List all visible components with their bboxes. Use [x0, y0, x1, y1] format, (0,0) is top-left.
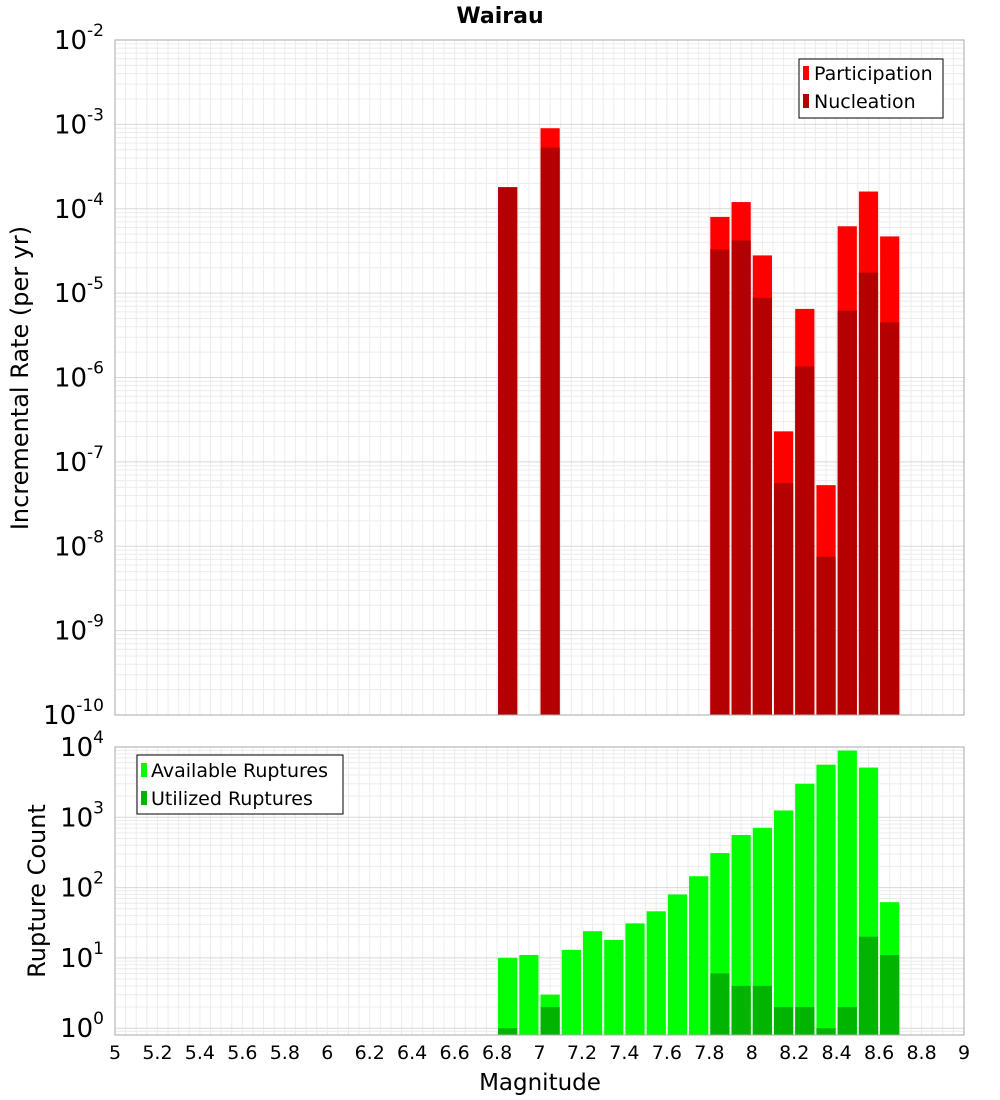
- utilized-bar: [795, 1007, 815, 1035]
- rate-y-tick-label: 10-2: [54, 21, 104, 56]
- utilized-bar: [837, 1007, 857, 1035]
- rate-y-tick-label: 10-7: [54, 443, 104, 478]
- rate-y-tick-labels: 10-2 10-3 10-4 10-5 10-6 10-7 10-8 10-9 10-10: [43, 21, 104, 731]
- rate-y-axis-label: Incremental Rate (per yr): [6, 226, 34, 530]
- available-bar: [731, 834, 751, 1035]
- available-bar: [752, 827, 772, 1035]
- x-tick-label: 7.8: [694, 1042, 724, 1064]
- x-tick-label: 5: [109, 1042, 121, 1064]
- available-bar: [837, 750, 857, 1035]
- rate-y-tick-label: 10-8: [54, 527, 104, 562]
- rate-y-tick-label: 10-5: [54, 274, 104, 309]
- nucleation-bar: [816, 556, 836, 715]
- available-bar: [689, 876, 709, 1035]
- utilized-legend-label: Utilized Ruptures: [151, 788, 313, 810]
- rate-y-tick-label: 10-10: [43, 696, 104, 731]
- x-tick-label: 8.6: [864, 1042, 894, 1064]
- x-tick-label: 5.2: [142, 1042, 172, 1064]
- x-tick-label: 6: [321, 1042, 333, 1064]
- rate-y-tick-label: 10-4: [54, 190, 104, 225]
- nucleation-bar: [837, 310, 857, 715]
- nucleation-bar: [880, 322, 900, 715]
- utilized-bar: [773, 1007, 794, 1035]
- x-tick-label: 8.2: [779, 1042, 809, 1064]
- available-legend-label: Available Ruptures: [151, 760, 328, 782]
- count-legend: Available Ruptures Utilized Ruptures: [136, 754, 344, 815]
- available-bar: [582, 931, 603, 1035]
- nucleation-bar: [540, 147, 560, 715]
- rate-y-tick-label: 10-3: [54, 105, 104, 140]
- nucleation-bars: [498, 147, 900, 716]
- utilized-legend-swatch: [141, 791, 147, 805]
- nucleation-bar: [710, 249, 730, 716]
- utilized-bar: [816, 1028, 836, 1035]
- available-bar: [604, 939, 624, 1035]
- utilized-bar: [731, 985, 751, 1035]
- rate-gridlines: [114, 40, 965, 716]
- nucleation-bar: [731, 240, 751, 716]
- count-y-tick-label: 102: [60, 869, 104, 904]
- nucleation-bar: [498, 187, 518, 716]
- x-tick-label: 5.6: [227, 1042, 257, 1064]
- nucleation-bar: [795, 366, 815, 715]
- x-axis-label: Magnitude: [479, 1070, 601, 1096]
- available-bar: [667, 894, 688, 1035]
- count-y-axis-label: Rupture Count: [23, 804, 51, 978]
- rate-y-tick-label: 10-6: [54, 359, 104, 394]
- rate-panel: 10-2 10-3 10-4 10-5 10-6 10-7 10-8 10-9 10-10 In…: [6, 21, 965, 731]
- utilized-bar: [752, 985, 772, 1035]
- x-tick-label: 7: [533, 1042, 545, 1064]
- utilized-bar: [498, 1028, 518, 1035]
- x-tick-label: 6.8: [482, 1042, 512, 1064]
- x-tick-label: 9: [958, 1042, 970, 1064]
- utilized-bar: [710, 973, 730, 1035]
- x-tick-label: 7.4: [609, 1042, 639, 1064]
- count-panel: 100 101 102 103 104 5 5.2 5.4 5.6 5.8 6 6.2 6.4 6.6 6…: [23, 728, 970, 1096]
- count-y-tick-label: 100: [60, 1009, 104, 1044]
- nucleation-bar: [752, 297, 772, 715]
- rate-plot-border: [114, 39, 965, 716]
- nucleation-bar: [858, 272, 879, 715]
- x-tick-label: 5.8: [270, 1042, 300, 1064]
- available-bar: [773, 810, 794, 1035]
- available-bar: [498, 957, 518, 1035]
- count-plot-border: [114, 746, 965, 1036]
- rate-y-tick-label: 10-9: [54, 612, 104, 647]
- available-bar: [816, 764, 836, 1035]
- chart-title: Wairau: [456, 4, 543, 29]
- count-y-tick-label: 104: [60, 728, 104, 763]
- rate-legend-box: [798, 58, 944, 119]
- utilized-bars: [498, 936, 900, 1035]
- participation-legend-swatch: [803, 66, 809, 80]
- utilized-bar: [858, 936, 879, 1035]
- rate-legend: Participation Nucleation: [798, 58, 944, 119]
- nucleation-legend-swatch: [803, 94, 809, 108]
- x-tick-label: 8.4: [822, 1042, 852, 1064]
- available-bar: [646, 911, 666, 1035]
- x-tick-label: 6.4: [397, 1042, 427, 1064]
- x-tick-label: 7.2: [567, 1042, 597, 1064]
- x-tick-label: 6.2: [355, 1042, 385, 1064]
- x-tick-label: 6.6: [439, 1042, 469, 1064]
- x-tick-label: 7.6: [652, 1042, 682, 1064]
- available-bar: [795, 783, 815, 1035]
- count-y-tick-label: 101: [60, 939, 104, 974]
- utilized-bar: [540, 1007, 560, 1035]
- nucleation-legend-label: Nucleation: [814, 91, 916, 113]
- x-tick-labels: 5 5.2 5.4 5.6 5.8 6 6.2 6.4 6.6 6.8 7 7.2 7.4 7.6 7.8 8…: [109, 1042, 970, 1064]
- participation-legend-label: Participation: [814, 63, 933, 85]
- available-bar: [561, 949, 581, 1035]
- available-legend-swatch: [141, 763, 147, 777]
- available-bar: [519, 954, 539, 1035]
- utilized-bar: [880, 954, 900, 1035]
- nucleation-bar: [773, 483, 794, 715]
- count-legend-box: [136, 754, 344, 815]
- x-tick-label: 8.8: [906, 1042, 936, 1064]
- x-tick-label: 8: [746, 1042, 758, 1064]
- x-tick-label: 5.4: [185, 1042, 215, 1064]
- count-y-tick-labels: 100 101 102 103 104: [60, 728, 104, 1044]
- available-bar: [625, 923, 645, 1035]
- count-y-tick-label: 103: [60, 798, 104, 833]
